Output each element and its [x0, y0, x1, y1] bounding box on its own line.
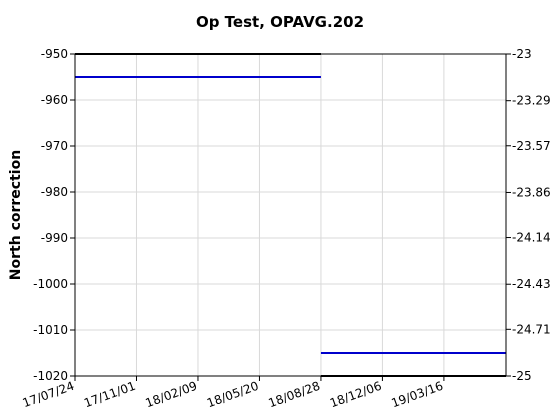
y-tick-label: -1000 — [33, 277, 68, 291]
y-right-tick-label: -23.57 — [512, 139, 551, 153]
y-tick-label: -970 — [41, 139, 68, 153]
y-tick-label-layer: -950 -960 -970 -980 -990 -1000 -1010 -1020 — [33, 47, 68, 383]
y-tick-label: -990 — [41, 231, 68, 245]
y-tick-label: -1020 — [33, 369, 68, 383]
y-tick-label: -980 — [41, 185, 68, 199]
tick-layer — [70, 53, 511, 381]
x-tick-label: 19/03/16 — [389, 379, 444, 411]
y-tick-label: -960 — [41, 93, 68, 107]
plot-frame — [74, 53, 507, 377]
y-right-tick-label: -24.14 — [512, 231, 551, 245]
x-tick-label: 17/07/24 — [21, 379, 76, 411]
y-tick-label: -950 — [41, 47, 68, 61]
x-tick-label-layer: 17/07/24 17/11/01 18/02/09 18/05/20 18/08/28… — [21, 379, 445, 411]
y-right-tick-label: -25 — [512, 369, 532, 383]
y-right-tick-label: -24.71 — [512, 322, 551, 336]
y-axis-title: North correction — [8, 150, 24, 280]
x-tick-label: 18/05/20 — [205, 379, 260, 411]
y-right-tick-label: -23.86 — [512, 185, 551, 199]
grid-layer — [74, 53, 506, 377]
y-tick-label: -1010 — [33, 323, 68, 337]
x-tick-label: 17/11/01 — [82, 379, 137, 411]
y-right-tick-label-layer: -23 -23.29 -23.57 -23.86 -24.14 -24.43 -24.71 -… — [512, 47, 551, 383]
x-tick-label: 18/12/06 — [328, 379, 383, 411]
x-tick-label: 18/02/09 — [144, 379, 199, 411]
chart-title: Op Test, OPAVG.202 — [196, 13, 364, 31]
x-tick-label: 18/08/28 — [267, 379, 322, 411]
y-right-tick-label: -24.43 — [512, 277, 551, 291]
y-right-tick-label: -23.29 — [512, 94, 551, 108]
y-right-tick-label: -23 — [512, 47, 532, 61]
series-layer — [75, 53, 506, 377]
